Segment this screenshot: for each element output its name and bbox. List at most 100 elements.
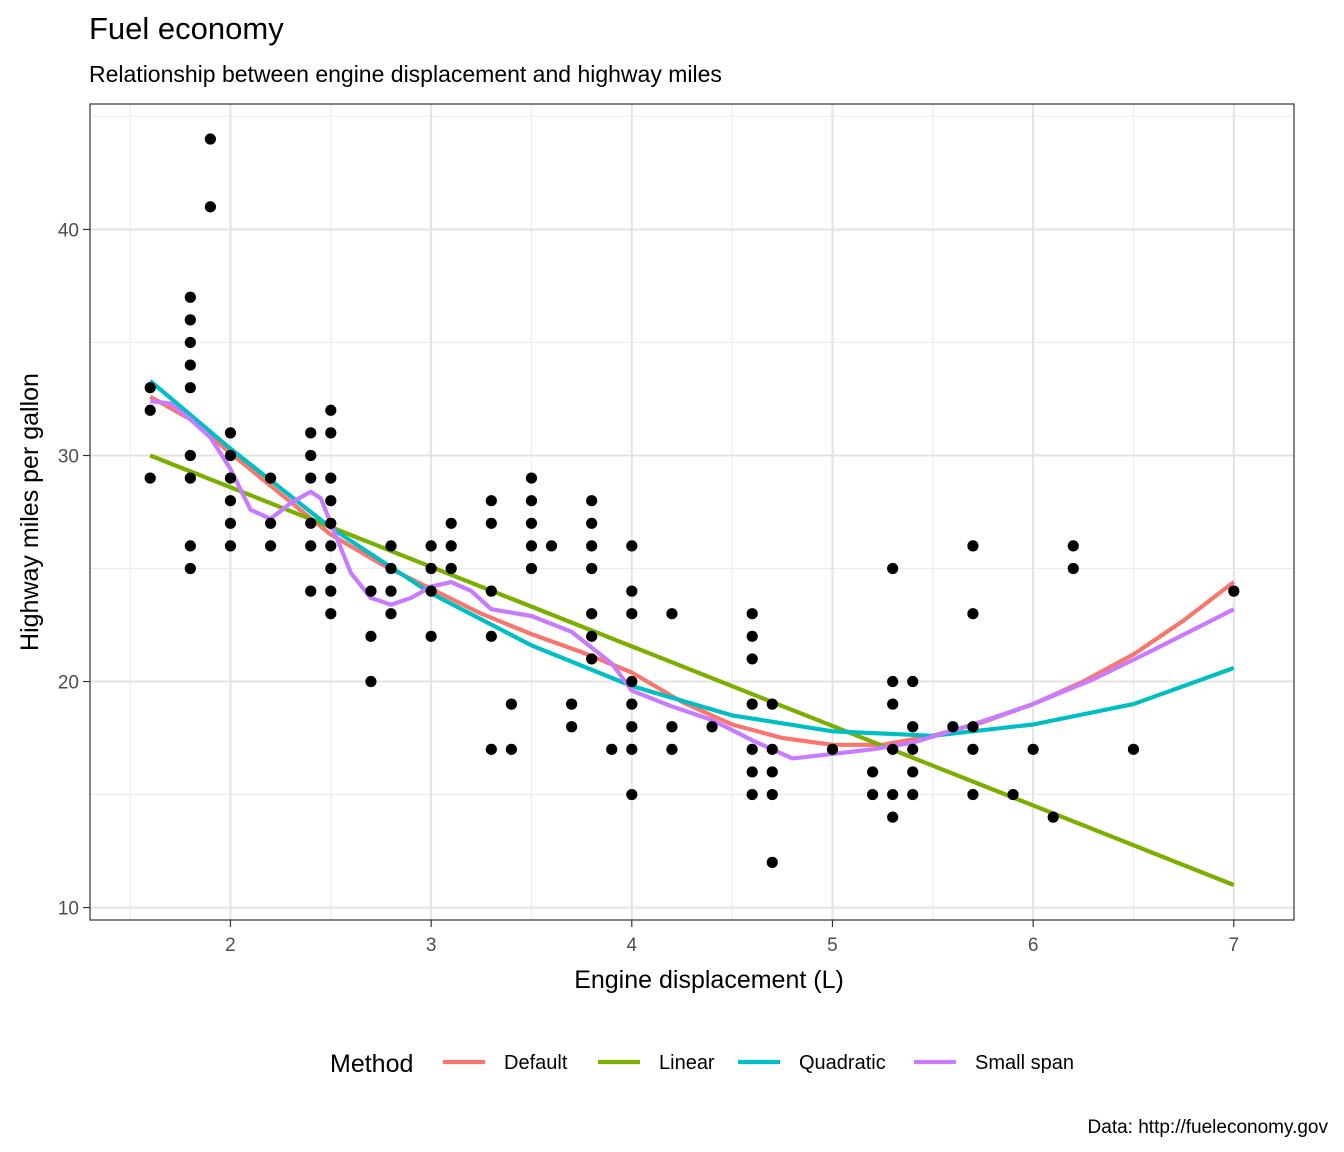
grid-minor (90, 104, 1294, 920)
data-point (746, 766, 758, 778)
data-point (586, 495, 598, 507)
data-point (184, 314, 196, 326)
data-point (586, 630, 598, 642)
data-point (907, 766, 919, 778)
data-point (626, 585, 638, 597)
legend-title: Method (330, 1050, 413, 1078)
data-point (224, 495, 237, 507)
data-point (626, 788, 638, 801)
legend-label-default: Default (504, 1052, 568, 1074)
data-point (586, 653, 598, 665)
caption: Data: http://fueleconomy.gov (1088, 1117, 1329, 1138)
data-point (184, 382, 196, 394)
data-point (586, 562, 598, 575)
data-point (485, 585, 497, 597)
data-point (887, 788, 899, 801)
legend-label-small-span: Small span (975, 1052, 1074, 1074)
data-point (445, 517, 457, 529)
data-point (305, 540, 317, 552)
data-point (586, 517, 598, 529)
data-point (445, 540, 457, 552)
data-point (184, 359, 196, 371)
data-point (425, 585, 437, 597)
data-point (1007, 788, 1019, 801)
x-axis: 2 3 4 5 6 7 (225, 920, 1239, 956)
data-point (385, 608, 397, 620)
data-point (144, 382, 156, 394)
fit-line-small-span (149, 399, 1235, 761)
data-point (184, 291, 196, 303)
data-point (746, 698, 758, 710)
data-point (967, 608, 979, 620)
data-point (144, 404, 156, 416)
data-point (746, 788, 758, 801)
x-tick-label: 4 (627, 935, 638, 956)
data-point (525, 540, 538, 552)
data-point (887, 743, 899, 755)
data-point (1067, 562, 1079, 575)
data-point (1047, 811, 1059, 823)
data-point (485, 743, 497, 755)
legend-label-quadratic: Quadratic (799, 1052, 886, 1074)
data-point (746, 630, 758, 642)
data-point (766, 788, 778, 801)
data-point (425, 540, 437, 552)
y-tick-label: 40 (58, 220, 79, 241)
data-point (1067, 540, 1079, 552)
data-point (967, 721, 979, 733)
y-tick-label: 10 (58, 899, 79, 920)
data-point (325, 608, 337, 620)
x-tick-label: 5 (827, 935, 838, 956)
x-tick-label: 3 (426, 935, 437, 956)
data-point (325, 540, 337, 552)
data-point (425, 630, 437, 642)
data-point (325, 562, 337, 575)
data-point (586, 608, 598, 620)
data-point (224, 472, 237, 484)
data-point (947, 721, 959, 733)
data-point (626, 721, 638, 733)
data-point (485, 630, 497, 642)
x-tick-label: 2 (225, 935, 236, 956)
data-point (545, 540, 558, 552)
data-point (766, 766, 778, 778)
data-point (224, 517, 237, 529)
data-point (265, 517, 277, 529)
data-point (325, 404, 337, 416)
legend-label-linear: Linear (659, 1052, 715, 1074)
data-point (887, 811, 899, 823)
data-point (144, 472, 156, 484)
data-point (907, 743, 919, 755)
data-point (325, 585, 337, 597)
data-point (305, 472, 317, 484)
data-point (305, 585, 317, 597)
data-point (1027, 743, 1039, 755)
x-tick-label: 7 (1229, 935, 1240, 956)
data-point (1228, 585, 1240, 597)
data-point (365, 675, 377, 688)
data-point (485, 495, 497, 507)
y-tick-label: 20 (58, 673, 79, 694)
data-point (887, 562, 899, 575)
data-point (566, 721, 578, 733)
data-point (505, 698, 517, 710)
data-point (666, 743, 678, 755)
legend: Method Default Linear Quadratic Small span (330, 1050, 1074, 1078)
data-point (525, 517, 538, 529)
grid-major (90, 104, 1294, 920)
data-point (666, 608, 678, 620)
chart-subtitle: Relationship between engine displacement… (89, 61, 722, 87)
data-point (525, 562, 538, 575)
data-point (265, 540, 277, 552)
data-point (967, 743, 979, 755)
data-point (204, 133, 216, 145)
data-point (385, 540, 397, 552)
data-point (867, 788, 879, 801)
data-point (325, 517, 337, 529)
data-point (766, 743, 778, 755)
data-point (265, 472, 277, 484)
data-point (706, 721, 718, 733)
data-point (626, 743, 638, 755)
y-axis: 10 20 30 40 (58, 220, 90, 920)
data-point (365, 630, 377, 642)
